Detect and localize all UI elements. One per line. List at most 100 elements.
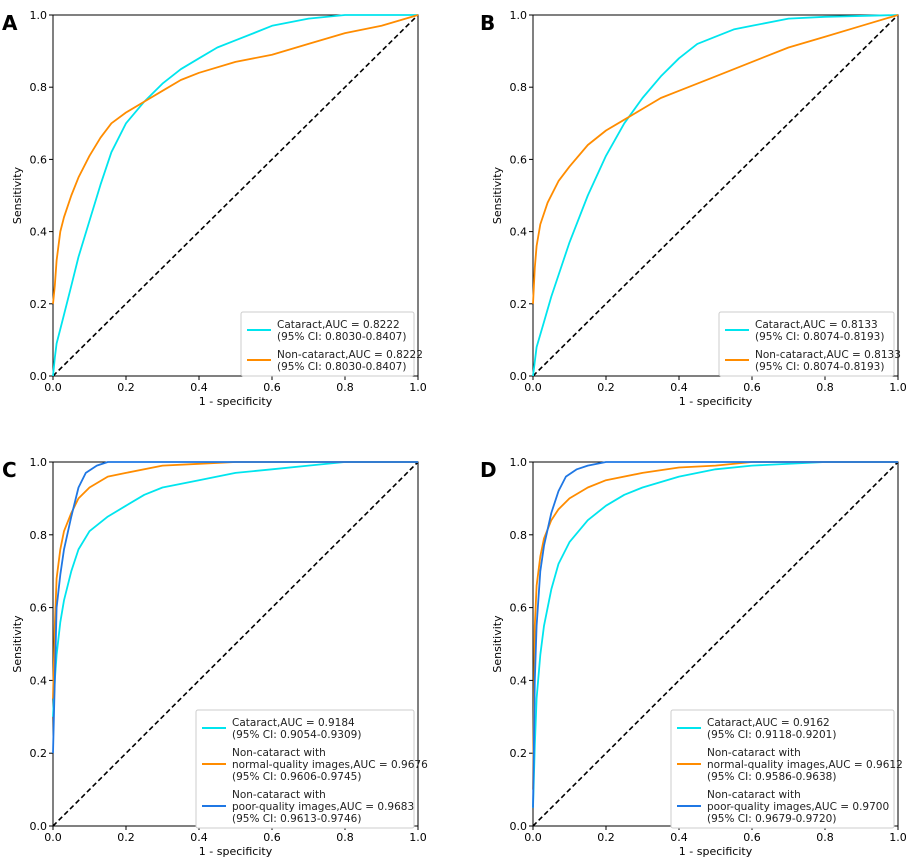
y-axis-title: Sensitivity [491,166,504,224]
y-tick-label: 0.8 [30,529,48,542]
y-tick-label: 1.0 [30,9,48,22]
y-tick-label: 0.2 [30,298,48,311]
chance-diagonal-line [532,14,899,377]
roc-curve-series-2 [52,461,418,699]
x-tick-label: 0.8 [336,381,354,394]
x-tick-label: 1.0 [409,381,427,394]
y-tick-label: 0.8 [510,81,528,94]
legend-box [240,311,415,377]
legend-box [195,709,415,829]
legend-box [718,311,895,377]
legend-label: (95% CI: 0.8074-0.8193) [755,331,884,343]
x-tick-label: 0.6 [743,831,761,844]
panel-d: D 0.0 0.2 0.4 0.6 0.8 1.0 0.0 0.2 0.4 0.6 0.8 1.0 1 -… [480,456,906,858]
x-axis-title: 1 - specificity [199,845,273,858]
panel-a: A 0.0 0.2 0.4 0.6 0.8 1.0 0.0 0.2 0.4 0.6 0.8 1.0 1 -… [2,9,427,408]
roc-curve-series-1 [532,461,898,808]
panel-letter: B [480,11,495,35]
y-tick-label: 0.0 [510,820,528,833]
plot-frame [52,14,419,377]
y-tick-label: 0.4 [30,226,48,239]
legend-label: normal-quality images,AUC = 0.9612 [707,759,903,771]
y-tick-label: 0.4 [30,674,48,687]
y-tick-label: 0.0 [30,370,48,383]
x-tick-label: 0.2 [597,381,615,394]
roc-curve-series-2 [532,461,898,790]
y-tick-label: 0.4 [510,226,528,239]
x-tick-label: 0.2 [117,381,135,394]
x-tick-label: 0.2 [117,831,135,844]
y-tick-label: 0.0 [510,370,528,383]
x-tick-label: 0.4 [670,381,688,394]
y-tick-label: 0.8 [30,81,48,94]
y-tick-label: 0.8 [510,529,528,542]
legend-label: (95% CI: 0.9054-0.9309) [232,729,361,741]
chance-diagonal-line [52,14,419,377]
panel-letter: C [2,458,17,482]
x-tick-label: 0.6 [263,831,281,844]
legend-label: (95% CI: 0.8074-0.8193) [755,361,884,373]
y-tick-label: 0.2 [510,747,528,760]
y-tick-label: 1.0 [510,456,528,469]
x-tick-label: 0.4 [670,831,688,844]
roc-curve-series-3 [52,461,418,754]
x-tick-label: 0.6 [263,381,281,394]
x-tick-label: 0.4 [190,381,208,394]
x-tick-label: 0.0 [44,831,62,844]
x-tick-label: 0.8 [816,831,834,844]
y-tick-label: 0.2 [510,298,528,311]
x-tick-label: 0.8 [816,381,834,394]
legend-label: poor-quality images,AUC = 0.9683 [232,801,414,813]
x-tick-label: 0.0 [524,381,542,394]
legend-label: (95% CI: 0.9606-0.9745) [232,771,361,783]
roc-curve-series-2 [532,14,899,304]
y-tick-label: 0.2 [30,747,48,760]
x-tick-label: 0.6 [743,381,761,394]
plot-frame [532,14,899,377]
y-tick-label: 0.6 [30,153,48,166]
panel-letter: A [2,11,18,35]
y-tick-label: 0.6 [30,602,48,615]
roc-curve-series-1 [52,461,418,717]
roc-curve-series-1 [532,14,899,377]
x-axis-title: 1 - specificity [679,845,753,858]
legend-label: Non-cataract with [232,747,326,759]
x-tick-label: 0.2 [597,831,615,844]
legend-label: Cataract,AUC = 0.9184 [232,717,355,729]
legend-label: Non-cataract with [707,789,801,801]
legend-label: Cataract,AUC = 0.8133 [755,319,878,331]
legend-label: poor-quality images,AUC = 0.9700 [707,801,889,813]
legend-label: Non-cataract,AUC = 0.8222 [277,349,423,361]
x-tick-label: 0.0 [44,381,62,394]
legend-label: (95% CI: 0.9613-0.9746) [232,813,361,825]
x-tick-label: 0.8 [336,831,354,844]
y-tick-label: 0.6 [510,153,528,166]
y-tick-label: 1.0 [510,9,528,22]
y-tick-label: 0.6 [510,602,528,615]
x-tick-label: 0.0 [524,831,542,844]
legend-box [670,709,895,829]
legend-label: Non-cataract with [707,747,801,759]
y-axis-title: Sensitivity [11,166,24,224]
y-tick-label: 0.0 [30,820,48,833]
x-axis-title: 1 - specificity [199,395,273,408]
panel-letter: D [480,458,497,482]
legend-label: (95% CI: 0.9679-0.9720) [707,813,836,825]
x-tick-label: 0.4 [190,831,208,844]
y-tick-label: 1.0 [30,456,48,469]
roc-curve-series-3 [532,461,898,808]
legend-label: (95% CI: 0.8030-0.8407) [277,361,406,373]
y-axis-title: Sensitivity [491,615,504,673]
y-tick-label: 0.4 [510,674,528,687]
x-axis-title: 1 - specificity [679,395,753,408]
legend-label: Non-cataract,AUC = 0.8133 [755,349,901,361]
panel-b: B 0.0 0.2 0.4 0.6 0.8 1.0 0.0 0.2 0.4 0.6 0.8 1.0 1 -… [480,9,906,408]
roc-curve-series-2 [52,14,419,304]
y-axis-title: Sensitivity [11,615,24,673]
chance-diagonal-line [52,461,419,827]
x-tick-label: 1.0 [889,381,906,394]
legend-label: normal-quality images,AUC = 0.9676 [232,759,428,771]
legend-label: (95% CI: 0.9118-0.9201) [707,729,836,741]
chance-diagonal-line [532,461,899,827]
